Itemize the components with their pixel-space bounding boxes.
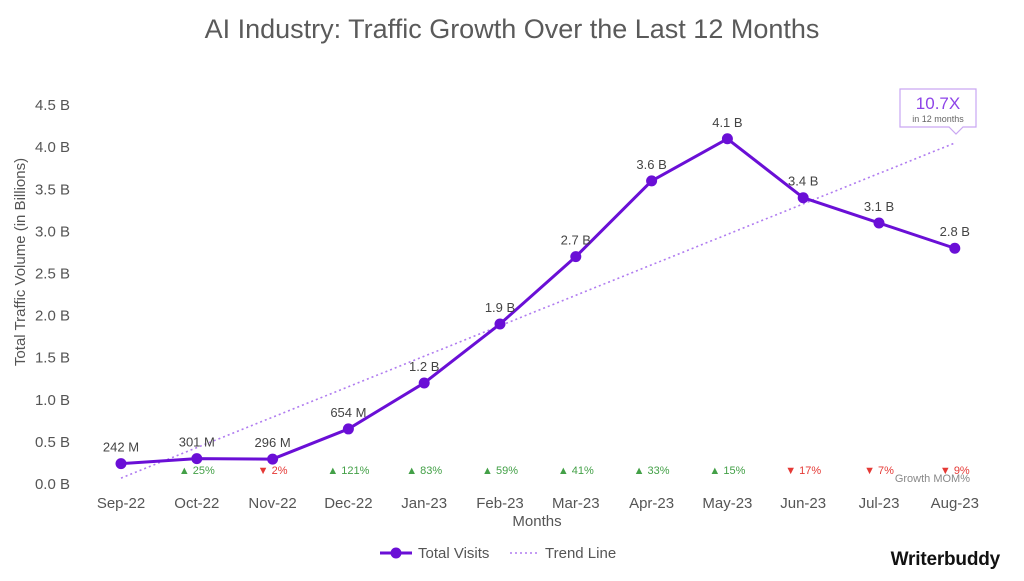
data-point [570, 251, 582, 263]
x-tick-label: Jan-23 [401, 495, 447, 512]
chart-title: AI Industry: Traffic Growth Over the Las… [204, 14, 820, 44]
x-tick-label: Apr-23 [629, 495, 674, 512]
x-tick-label: Feb-23 [476, 495, 524, 512]
x-axis-title: Months [512, 513, 561, 530]
trend-line-layer [120, 142, 956, 479]
growth-mom-label: ▲ 15% [709, 465, 745, 477]
y-tick-label: 2.0 B [35, 308, 70, 325]
y-tick-label: 1.5 B [35, 350, 70, 367]
trend-line [120, 142, 956, 479]
x-axis: Sep-22 Oct-22 Nov-22 Dec-22 Jan-23 Feb-23 Mar-… [97, 495, 979, 512]
growth-mom-label: ▲ 121% [327, 465, 369, 477]
x-tick-label: Sep-22 [97, 495, 145, 512]
data-label: 654 M [330, 405, 366, 420]
data-point [873, 217, 885, 229]
brand-logo: Writerbuddy [890, 549, 1001, 571]
legend-label-trend-line: Trend Line [545, 545, 616, 562]
growth-mom-label: ▼ 9% [940, 465, 970, 477]
data-point [418, 377, 430, 389]
callout-subtext: in 12 months [912, 114, 964, 124]
data-label: 4.1 B [712, 115, 742, 130]
y-tick-label: 2.5 B [35, 266, 70, 283]
x-tick-label: May-23 [702, 495, 752, 512]
data-label: 3.6 B [636, 157, 666, 172]
growth-mom-label: ▼ 2% [258, 465, 288, 477]
data-label: 3.4 B [788, 174, 818, 189]
growth-mom-label: ▲ 83% [406, 465, 442, 477]
x-tick-label: Dec-22 [324, 495, 372, 512]
y-tick-label: 0.0 B [35, 476, 70, 493]
legend-marker-total-visits [390, 547, 402, 559]
x-tick-label: Jun-23 [780, 495, 826, 512]
x-tick-label: Aug-23 [931, 495, 979, 512]
y-tick-label: 4.5 B [35, 97, 70, 114]
x-tick-label: Mar-23 [552, 495, 600, 512]
growth-mom-label: ▼ 7% [864, 465, 894, 477]
growth-mom-label: ▲ 59% [482, 465, 518, 477]
data-label: 1.2 B [409, 359, 439, 374]
growth-mom-layer: ▲ 25% ▼ 2% ▲ 121% ▲ 83% ▲ 59% ▲ 41% ▲ 33% ▲ 15%… [179, 465, 970, 485]
data-point [949, 242, 961, 254]
y-tick-label: 3.0 B [35, 223, 70, 240]
growth-mom-label: ▲ 25% [179, 465, 215, 477]
growth-mom-caption: Growth MOM% [895, 473, 970, 485]
total-visits-layer [115, 133, 961, 470]
data-label: 301 M [179, 435, 215, 450]
data-point [191, 453, 203, 465]
data-point [797, 192, 809, 204]
growth-mom-label: ▼ 17% [785, 465, 821, 477]
growth-mom-label: ▲ 33% [634, 465, 670, 477]
y-axis-title: Total Traffic Volume (in Billions) [12, 158, 29, 366]
x-tick-label: Oct-22 [174, 495, 219, 512]
y-axis: 0.0 B 0.5 B 1.0 B 1.5 B 2.0 B 2.5 B 3.0 B 3.5 B… [35, 97, 70, 493]
data-label: 296 M [255, 435, 291, 450]
data-labels-layer: 242 M 301 M 296 M 654 M 1.2 B 1.9 B 2.7 B 3.6 B… [103, 115, 970, 455]
data-point [342, 423, 354, 435]
data-point [721, 133, 733, 145]
growth-mom-label: ▲ 41% [558, 465, 594, 477]
legend-label-total-visits: Total Visits [418, 545, 489, 562]
y-tick-label: 0.5 B [35, 434, 70, 451]
callout-value: 10.7X [916, 94, 960, 113]
x-tick-label: Nov-22 [248, 495, 296, 512]
y-tick-label: 3.5 B [35, 181, 70, 198]
callout-box [899, 88, 977, 135]
y-tick-label: 1.0 B [35, 392, 70, 409]
brand-logo-text: Writerbuddy [890, 549, 1001, 570]
data-point [115, 458, 127, 470]
series-line-total-visits [120, 137, 956, 466]
data-label: 1.9 B [485, 300, 515, 315]
data-point [646, 175, 658, 187]
data-label: 2.8 B [940, 224, 970, 239]
data-point [267, 453, 279, 465]
y-tick-label: 4.0 B [35, 139, 70, 156]
data-label: 242 M [103, 440, 139, 455]
data-point [494, 318, 506, 330]
legend: Total Visits Trend Line [380, 545, 616, 562]
x-tick-label: Jul-23 [859, 495, 900, 512]
data-label: 2.7 B [561, 233, 591, 248]
data-label: 3.1 B [864, 199, 894, 214]
